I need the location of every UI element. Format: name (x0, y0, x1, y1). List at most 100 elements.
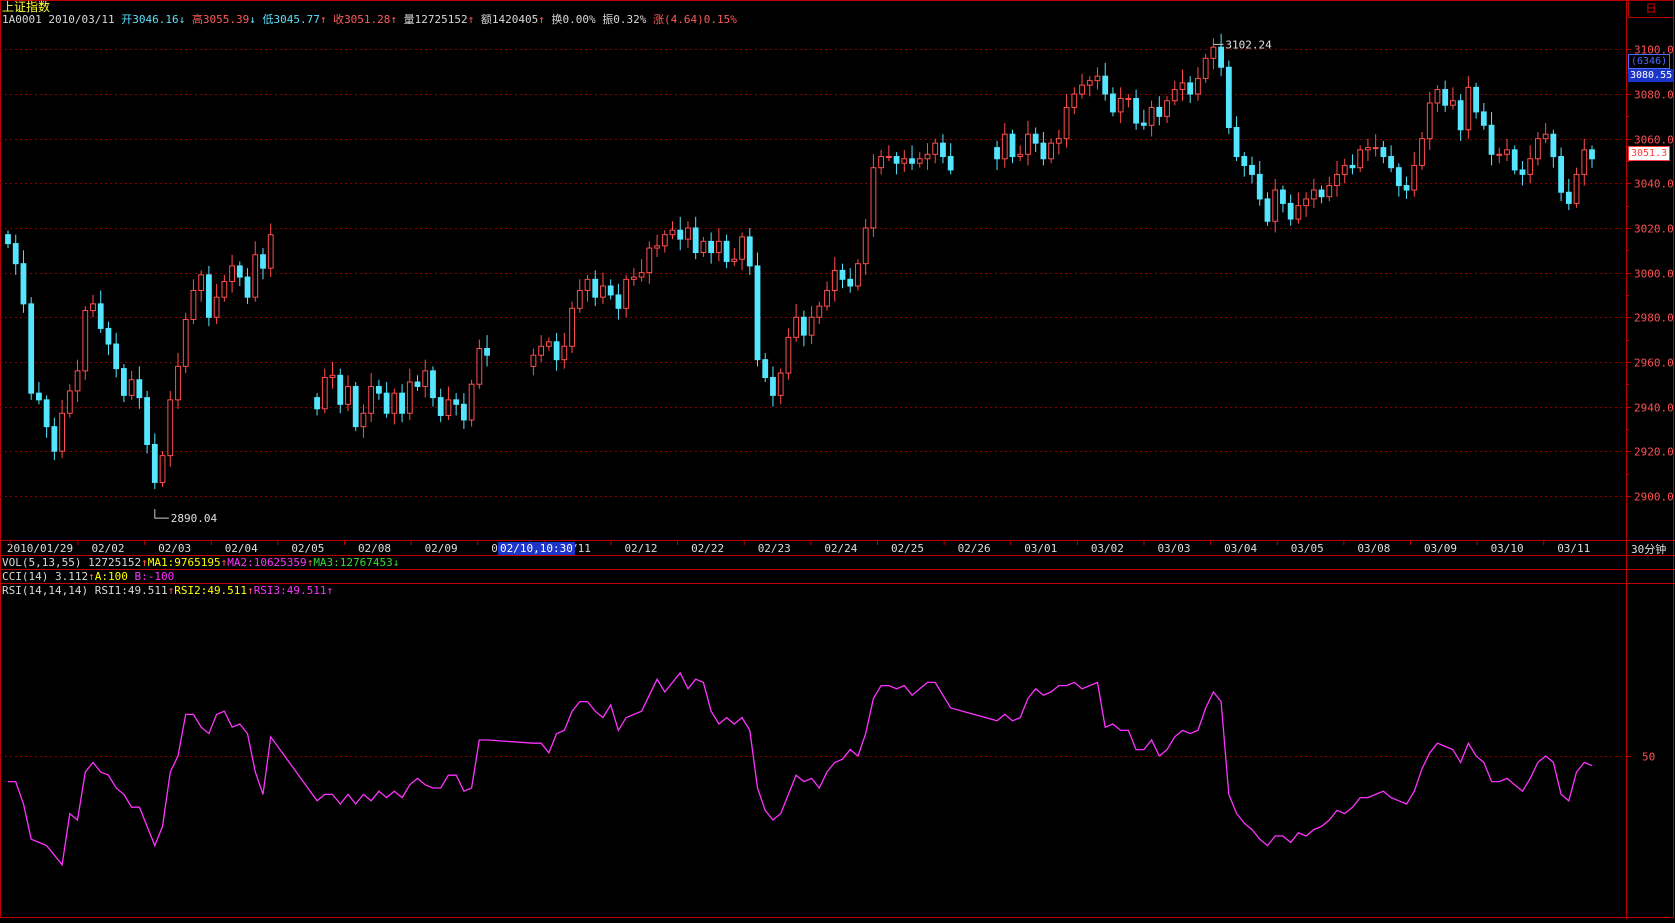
candle-body (1218, 46, 1225, 68)
candle-body (1326, 185, 1333, 198)
candle-body (762, 359, 769, 379)
security-code: 1A0001 (2, 13, 42, 26)
page-title: 上证指数 (2, 0, 51, 14)
date-tick-label: 02/02 (91, 542, 124, 555)
period-tab-day[interactable]: 日 (1628, 0, 1674, 18)
candle-body (260, 254, 266, 269)
date-tick-label: 02/09 (425, 542, 458, 555)
low-label: 低 (262, 13, 274, 26)
candle-body (144, 397, 150, 445)
candle-body (51, 426, 58, 452)
period-label[interactable]: 30分钟 (1631, 543, 1667, 556)
price-tick-label: 3020.0 (1634, 223, 1674, 236)
date-tick-label: 02/25 (891, 542, 924, 555)
candle-body (1581, 149, 1588, 175)
candle-body (113, 343, 120, 370)
candle-body (198, 274, 205, 291)
high-value: 3055.39 (202, 13, 250, 26)
candle-body (561, 345, 568, 361)
candle-body (1480, 111, 1487, 126)
candle-body (576, 289, 583, 309)
candle-body (1573, 173, 1580, 204)
candle-body (754, 265, 761, 361)
candle-body (1264, 198, 1271, 222)
high-annotation-label: 3102.24 (1225, 38, 1272, 51)
candle-body (430, 370, 436, 399)
candle-body (468, 383, 475, 421)
up-arrow-icon: ↑ (220, 556, 228, 569)
candle-body (708, 240, 715, 254)
candle-body (337, 374, 344, 405)
candle-body (43, 399, 50, 428)
vol-value: 12725152 (88, 556, 142, 569)
candle-body (1094, 75, 1101, 82)
candle-body (1457, 100, 1464, 131)
candle-body (793, 316, 800, 338)
candle-body (545, 341, 552, 347)
candle-body (584, 278, 591, 291)
candle-body (121, 368, 127, 396)
candle-body (1156, 106, 1163, 117)
candle-body (1504, 149, 1510, 155)
cci-indicator-bar[interactable]: CCI(14) 3.112↑A:100 B:-100 (2, 570, 174, 584)
up-arrow-icon: ↑ (319, 13, 327, 26)
candle-body (1195, 77, 1201, 95)
candle-body (460, 403, 467, 421)
rsi3-value: RSI3:49.511 (253, 584, 327, 597)
candle-body (1202, 57, 1209, 79)
candle-body (1558, 156, 1564, 193)
candle-body (1511, 149, 1518, 171)
candle-body (1403, 185, 1410, 191)
candle-body (151, 443, 158, 483)
candle-body (1233, 127, 1240, 158)
vol-indicator-bar[interactable]: VOL(5,13,55) 12725152↑MA1:9765195↑MA2:10… (2, 556, 399, 570)
candle-body (1048, 142, 1055, 160)
candle-body (677, 229, 684, 240)
close-label: 收 (333, 13, 345, 26)
price-tick-label: 2940.0 (1634, 402, 1674, 415)
candle-body (136, 379, 143, 399)
candle-body (1171, 89, 1178, 102)
candle-body (90, 303, 96, 312)
date-tick-label: 02/26 (958, 542, 991, 555)
candle-body (97, 303, 104, 329)
candle-body (1040, 142, 1047, 160)
candle-body (1589, 149, 1595, 160)
candle-body (553, 341, 560, 361)
candle-body (607, 285, 614, 296)
up-arrow-icon: ↑ (538, 13, 545, 26)
candle-body (314, 397, 320, 410)
candle-body (36, 392, 42, 401)
candle-body (159, 455, 166, 483)
candle-body (1434, 89, 1441, 104)
candle-body (1565, 191, 1572, 204)
candle-body (994, 147, 1000, 160)
candle-body (855, 263, 861, 287)
rsi-name: RSI(14,14,14) (2, 584, 89, 597)
candle-body (1318, 189, 1325, 198)
rsi-reference-label: 50 (1642, 751, 1655, 764)
candle-body (916, 158, 923, 164)
candle-body (800, 316, 807, 336)
rsi-indicator-bar[interactable]: RSI(14,14,14) RSI1:49.511↑RSI2:49.511↑RS… (2, 584, 333, 598)
candle-body (901, 158, 908, 164)
cci-a: A:100 (94, 570, 128, 583)
change-value: (4.64)0.15% (664, 13, 737, 26)
cci-b: B:-100 (134, 570, 175, 583)
vol-name: VOL(5,13,55) (2, 556, 82, 569)
candle-body (414, 381, 421, 387)
candle-body (770, 377, 776, 396)
candle-body (206, 274, 212, 318)
candle-body (453, 399, 460, 405)
down-arrow-icon: ↓ (392, 556, 400, 569)
vol-ma1: MA1:9765195 (147, 556, 221, 569)
candle-body (630, 276, 637, 280)
turnover-label: 换 (551, 13, 563, 26)
candle-body (1295, 205, 1302, 220)
low-annotation-leader (154, 509, 169, 519)
date-tick-label: 03/01 (1024, 542, 1057, 555)
candle-body (646, 247, 653, 274)
vol-ma2: MA2:10625359 (227, 556, 307, 569)
